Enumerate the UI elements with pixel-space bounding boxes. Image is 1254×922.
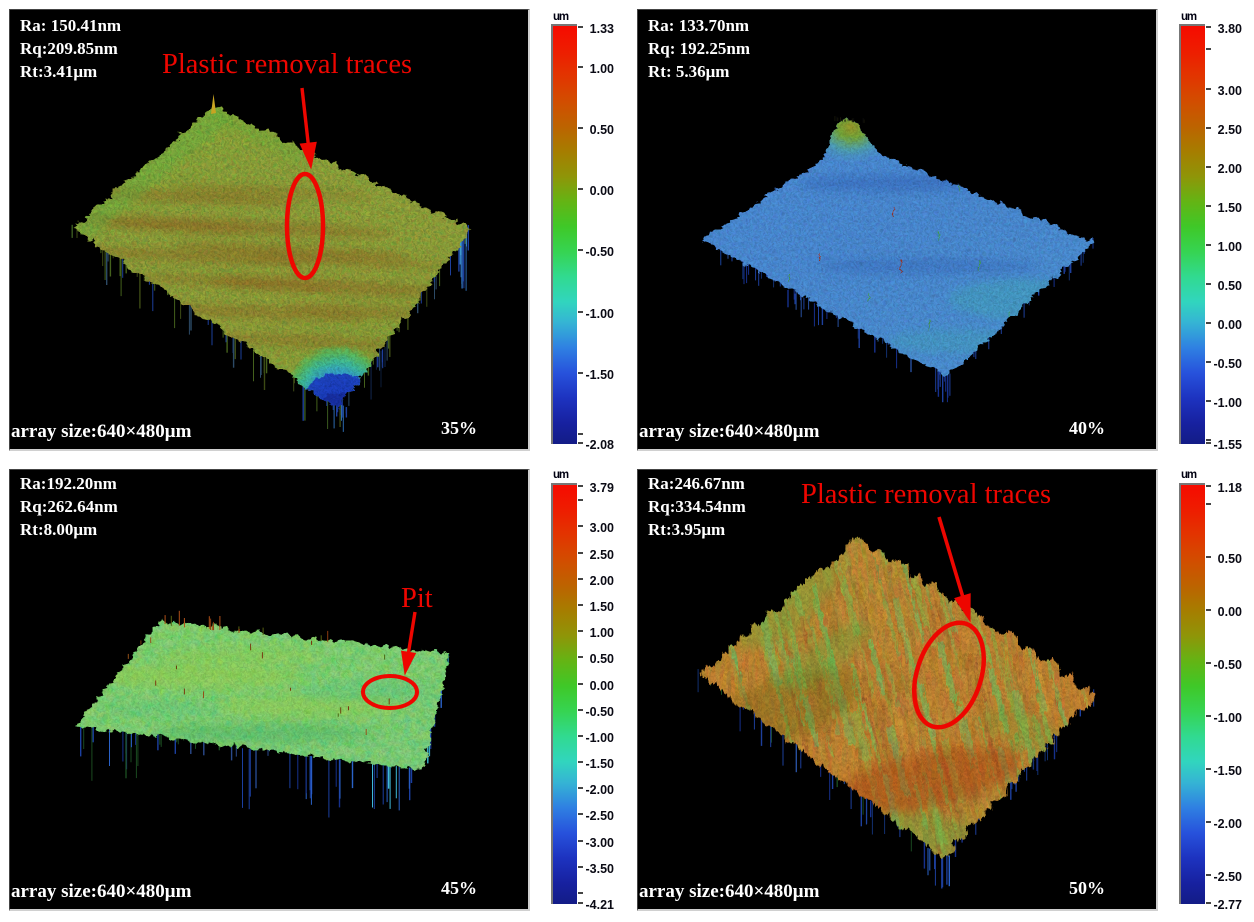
svg-text:Pit: Pit: [401, 583, 433, 614]
svg-text:Plastic removal traces: Plastic removal traces: [801, 479, 1051, 510]
svg-text:Plastic removal traces: Plastic removal traces: [162, 49, 412, 80]
